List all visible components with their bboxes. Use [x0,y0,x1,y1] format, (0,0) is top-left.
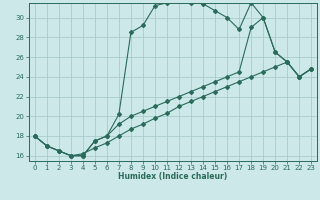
X-axis label: Humidex (Indice chaleur): Humidex (Indice chaleur) [118,172,228,181]
